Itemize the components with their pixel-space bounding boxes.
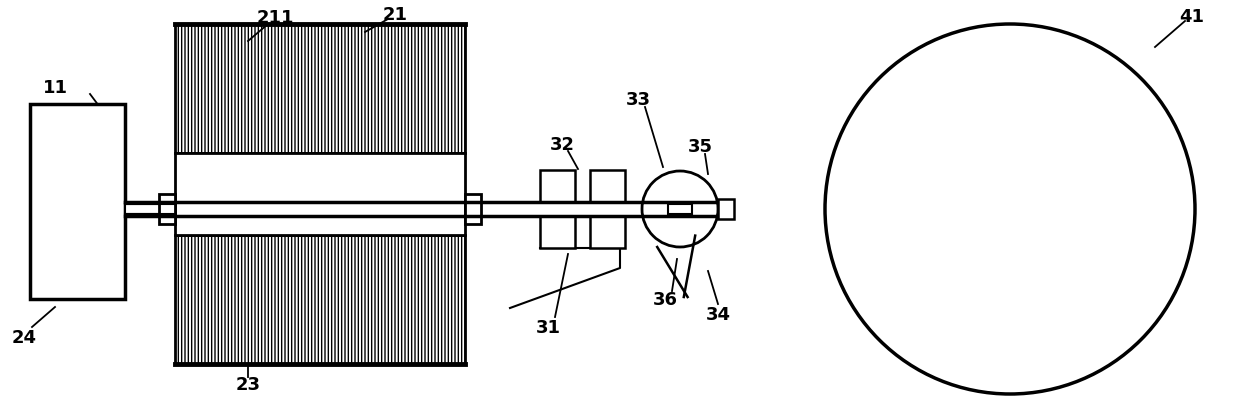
- Text: 11: 11: [42, 79, 67, 97]
- Text: 33: 33: [626, 91, 650, 109]
- Bar: [175, 154, 465, 235]
- Bar: [30, 105, 125, 299]
- Bar: [540, 170, 575, 203]
- Text: 35: 35: [688, 138, 712, 156]
- Text: 24: 24: [11, 328, 36, 346]
- Text: 36: 36: [653, 290, 678, 308]
- Bar: [125, 205, 175, 215]
- Bar: [590, 217, 624, 248]
- Bar: [175, 235, 465, 364]
- Bar: [159, 194, 175, 225]
- Text: 31: 31: [535, 318, 560, 336]
- Text: 34: 34: [705, 305, 731, 323]
- Bar: [590, 170, 624, 203]
- Bar: [465, 194, 481, 225]
- Text: 41: 41: [1180, 8, 1204, 26]
- Text: 32: 32: [550, 136, 575, 154]
- Text: 21: 21: [383, 6, 408, 24]
- Text: 211: 211: [256, 9, 294, 27]
- Bar: [540, 217, 575, 248]
- Text: 23: 23: [235, 375, 260, 393]
- Bar: [125, 203, 730, 217]
- Bar: [717, 200, 733, 219]
- Bar: [668, 205, 693, 215]
- Bar: [175, 25, 465, 154]
